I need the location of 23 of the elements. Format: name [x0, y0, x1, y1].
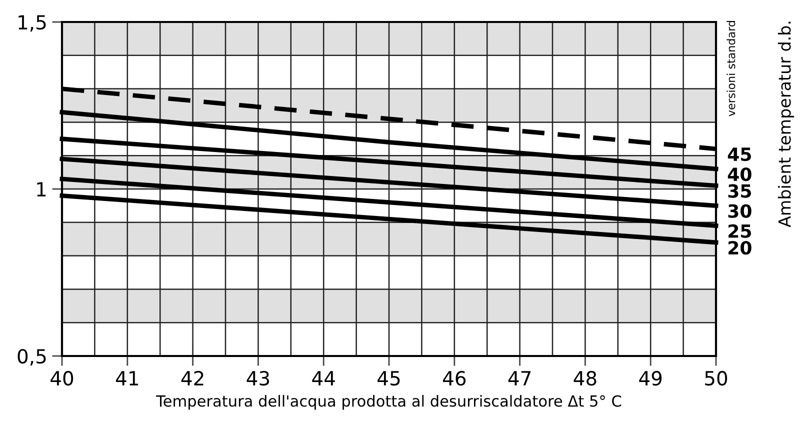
x-tick-label: 48 — [574, 370, 596, 386]
x-tick-label: 40 — [50, 370, 74, 386]
y-tick-label: 0,5 — [18, 348, 46, 366]
x-tick-label: 44 — [312, 371, 335, 386]
x-axis-title: Temperatura dell'acqua prodotta al desurriscaldatore Δt 5° C — [156, 394, 622, 410]
x-tick-label: 46 — [442, 370, 466, 386]
x-tick-label: 49 — [639, 370, 662, 386]
x-tick-label: 45 — [378, 371, 400, 386]
x-tick-label: 43 — [246, 370, 270, 386]
series-label: 35 — [728, 184, 751, 198]
x-tick-label: 42 — [181, 370, 204, 386]
text: Ambient temperatur d.b. — [778, 22, 794, 228]
x-tick-label: 47 — [508, 371, 531, 386]
series-label: 30 — [728, 204, 752, 218]
series-label: 40 — [728, 167, 752, 182]
y-tick-label: 1 — [37, 182, 46, 196]
x-tick-label: 50 — [705, 370, 728, 386]
y-tick-label: 1,5 — [18, 15, 46, 32]
text: versioni standard — [726, 21, 736, 116]
x-tick-label: 41 — [116, 371, 138, 386]
series-label: 20 — [728, 240, 752, 255]
series-label: 45 — [728, 148, 751, 162]
series-label: 25 — [728, 224, 751, 238]
